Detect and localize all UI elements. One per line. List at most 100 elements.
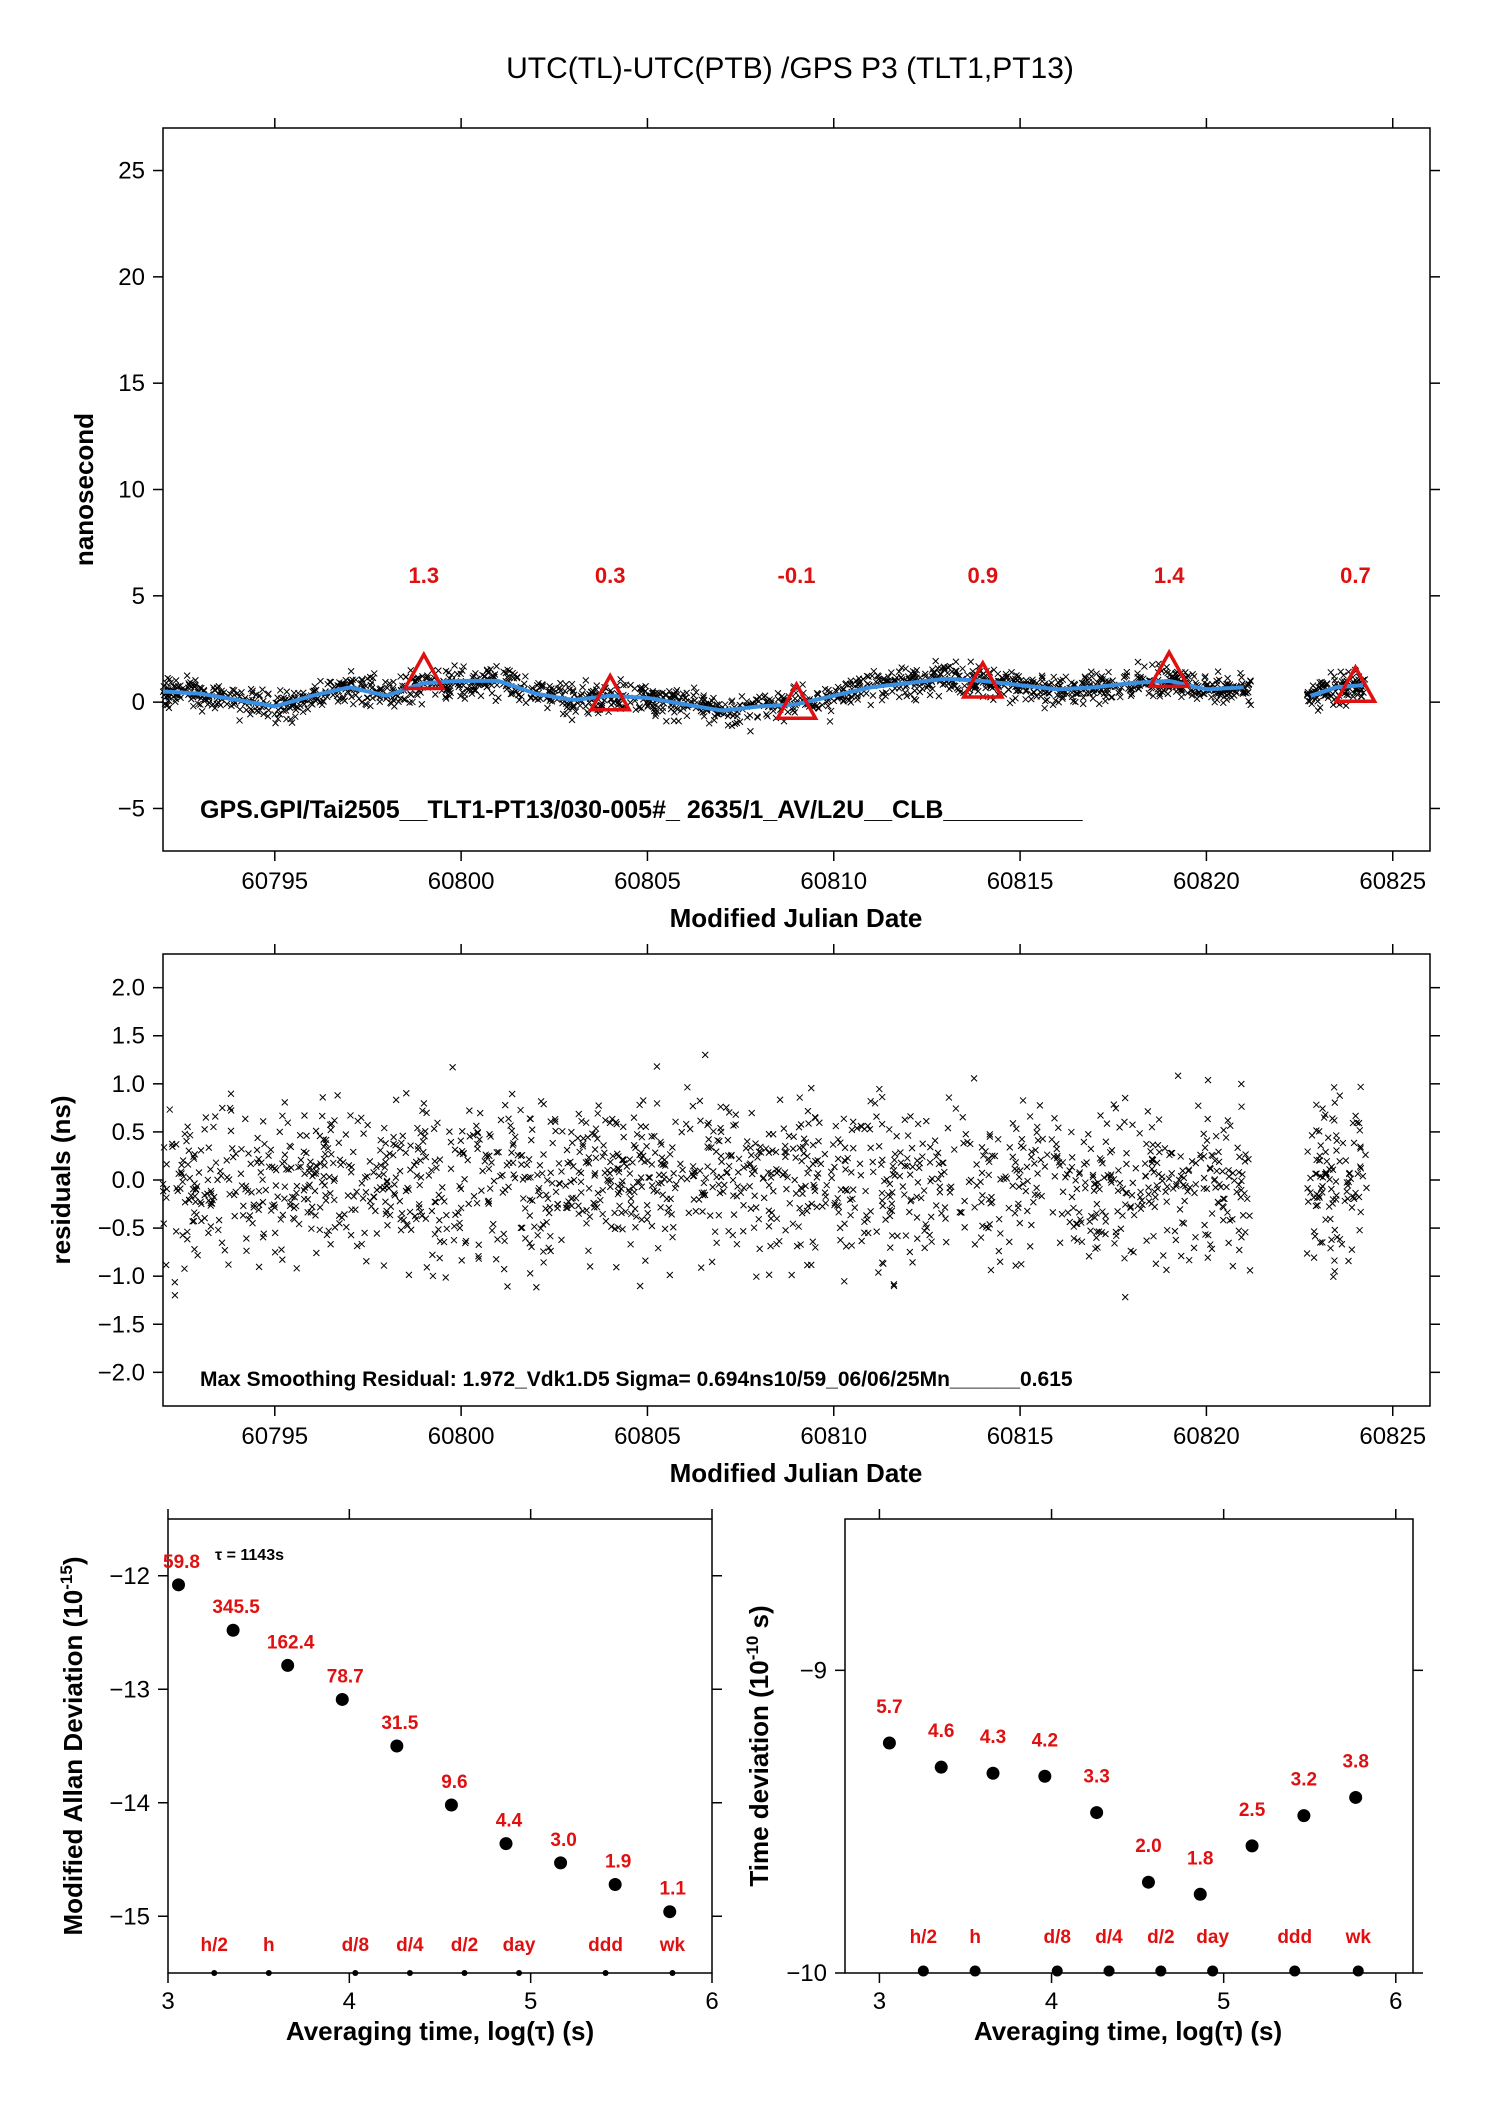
data-point (536, 1161, 544, 1169)
data-point (1219, 1195, 1227, 1203)
data-point (1005, 1238, 1013, 1246)
data-point (939, 1159, 946, 1167)
data-point (475, 1252, 482, 1260)
data-point (672, 1118, 679, 1126)
data-point (405, 1271, 413, 1279)
reference-mark (516, 1970, 523, 1976)
data-point (515, 691, 522, 699)
data-point (435, 667, 442, 674)
data-point (419, 1107, 426, 1115)
data-point (648, 1182, 656, 1189)
data-point (855, 675, 863, 682)
data-point (396, 1144, 404, 1152)
data-point (661, 1156, 669, 1164)
data-point (1116, 1179, 1124, 1187)
x-tick-label: 60820 (1173, 868, 1240, 895)
data-point (1193, 1887, 1207, 1901)
data-point (1038, 672, 1046, 680)
data-point (1078, 1238, 1086, 1246)
data-point (620, 681, 627, 689)
data-point (255, 1263, 263, 1271)
data-point (197, 1198, 204, 1206)
data-point (473, 1122, 480, 1130)
data-point (1009, 1182, 1017, 1190)
data-point (1150, 1168, 1158, 1176)
data-point (1009, 1153, 1017, 1161)
data-point (1314, 1201, 1321, 1209)
reference-mark (917, 1965, 929, 1977)
data-point (305, 1169, 313, 1176)
data-point (898, 676, 906, 683)
data-point (914, 1120, 922, 1128)
data-point (995, 1215, 1003, 1223)
data-point (637, 1149, 645, 1157)
data-point (327, 1150, 335, 1158)
data-point (611, 1209, 618, 1217)
data-point (539, 683, 547, 690)
marker-label: -0.1 (778, 563, 816, 588)
data-point (501, 1101, 509, 1109)
data-point (1192, 1180, 1200, 1188)
data-point (335, 1212, 343, 1220)
data-point (709, 1168, 717, 1175)
data-point (1141, 1875, 1155, 1889)
data-point (875, 1269, 882, 1276)
y-axis-title-sup: -15 (57, 1565, 76, 1590)
data-point (926, 1143, 934, 1151)
data-point (834, 1136, 842, 1143)
data-point (1091, 1214, 1099, 1221)
data-point (1083, 1159, 1090, 1166)
data-point (996, 1230, 1004, 1237)
data-point (604, 1166, 611, 1174)
data-point (1028, 1221, 1035, 1229)
data-point (184, 1161, 192, 1168)
y-tick-label: −13 (109, 1676, 150, 1703)
data-point (1081, 1179, 1089, 1186)
data-point (986, 1133, 994, 1140)
y-tick-label: 1.5 (112, 1023, 145, 1050)
data-point (599, 1186, 607, 1194)
x-axis-title: Averaging time, log(τ) (s) (286, 2016, 594, 2046)
data-point (1172, 1182, 1180, 1190)
data-point (708, 1258, 716, 1266)
x-tick-label: 60815 (987, 1423, 1054, 1450)
data-point (545, 1244, 553, 1252)
data-point (575, 1202, 582, 1210)
data-point (447, 1165, 455, 1173)
data-point (1350, 689, 1358, 697)
info-annotation: GPS.GPI/Tai2505__TLT1-PT13/030-005#_ 263… (200, 796, 1084, 824)
data-point (299, 708, 307, 716)
data-point (774, 696, 782, 703)
data-point (312, 686, 320, 694)
data-point (1152, 1193, 1159, 1201)
data-point (1095, 700, 1103, 708)
data-point (1327, 668, 1335, 676)
data-point (457, 670, 465, 678)
data-point (888, 1189, 896, 1196)
data-point (436, 1156, 444, 1163)
x-tick-label: 60795 (241, 1423, 308, 1450)
data-point (381, 1184, 388, 1191)
data-point (361, 1174, 369, 1181)
data-point (521, 1173, 529, 1181)
data-point (431, 1157, 439, 1165)
data-point (1085, 678, 1093, 686)
data-point (627, 1240, 634, 1248)
data-point (575, 1110, 583, 1118)
data-point (189, 1218, 196, 1225)
data-point (905, 1208, 913, 1216)
data-point (442, 693, 449, 701)
data-point (546, 1203, 554, 1211)
data-point (197, 1146, 205, 1154)
data-point (638, 1183, 646, 1191)
data-point (829, 1141, 837, 1148)
data-point (1239, 1170, 1246, 1178)
reference-mark (211, 1970, 218, 1976)
data-point (878, 1156, 886, 1164)
data-point (386, 679, 393, 687)
data-point (416, 1181, 424, 1189)
data-point (375, 1172, 383, 1180)
triangle-marker (588, 672, 633, 712)
data-point (259, 1117, 267, 1125)
data-point (523, 1161, 531, 1169)
